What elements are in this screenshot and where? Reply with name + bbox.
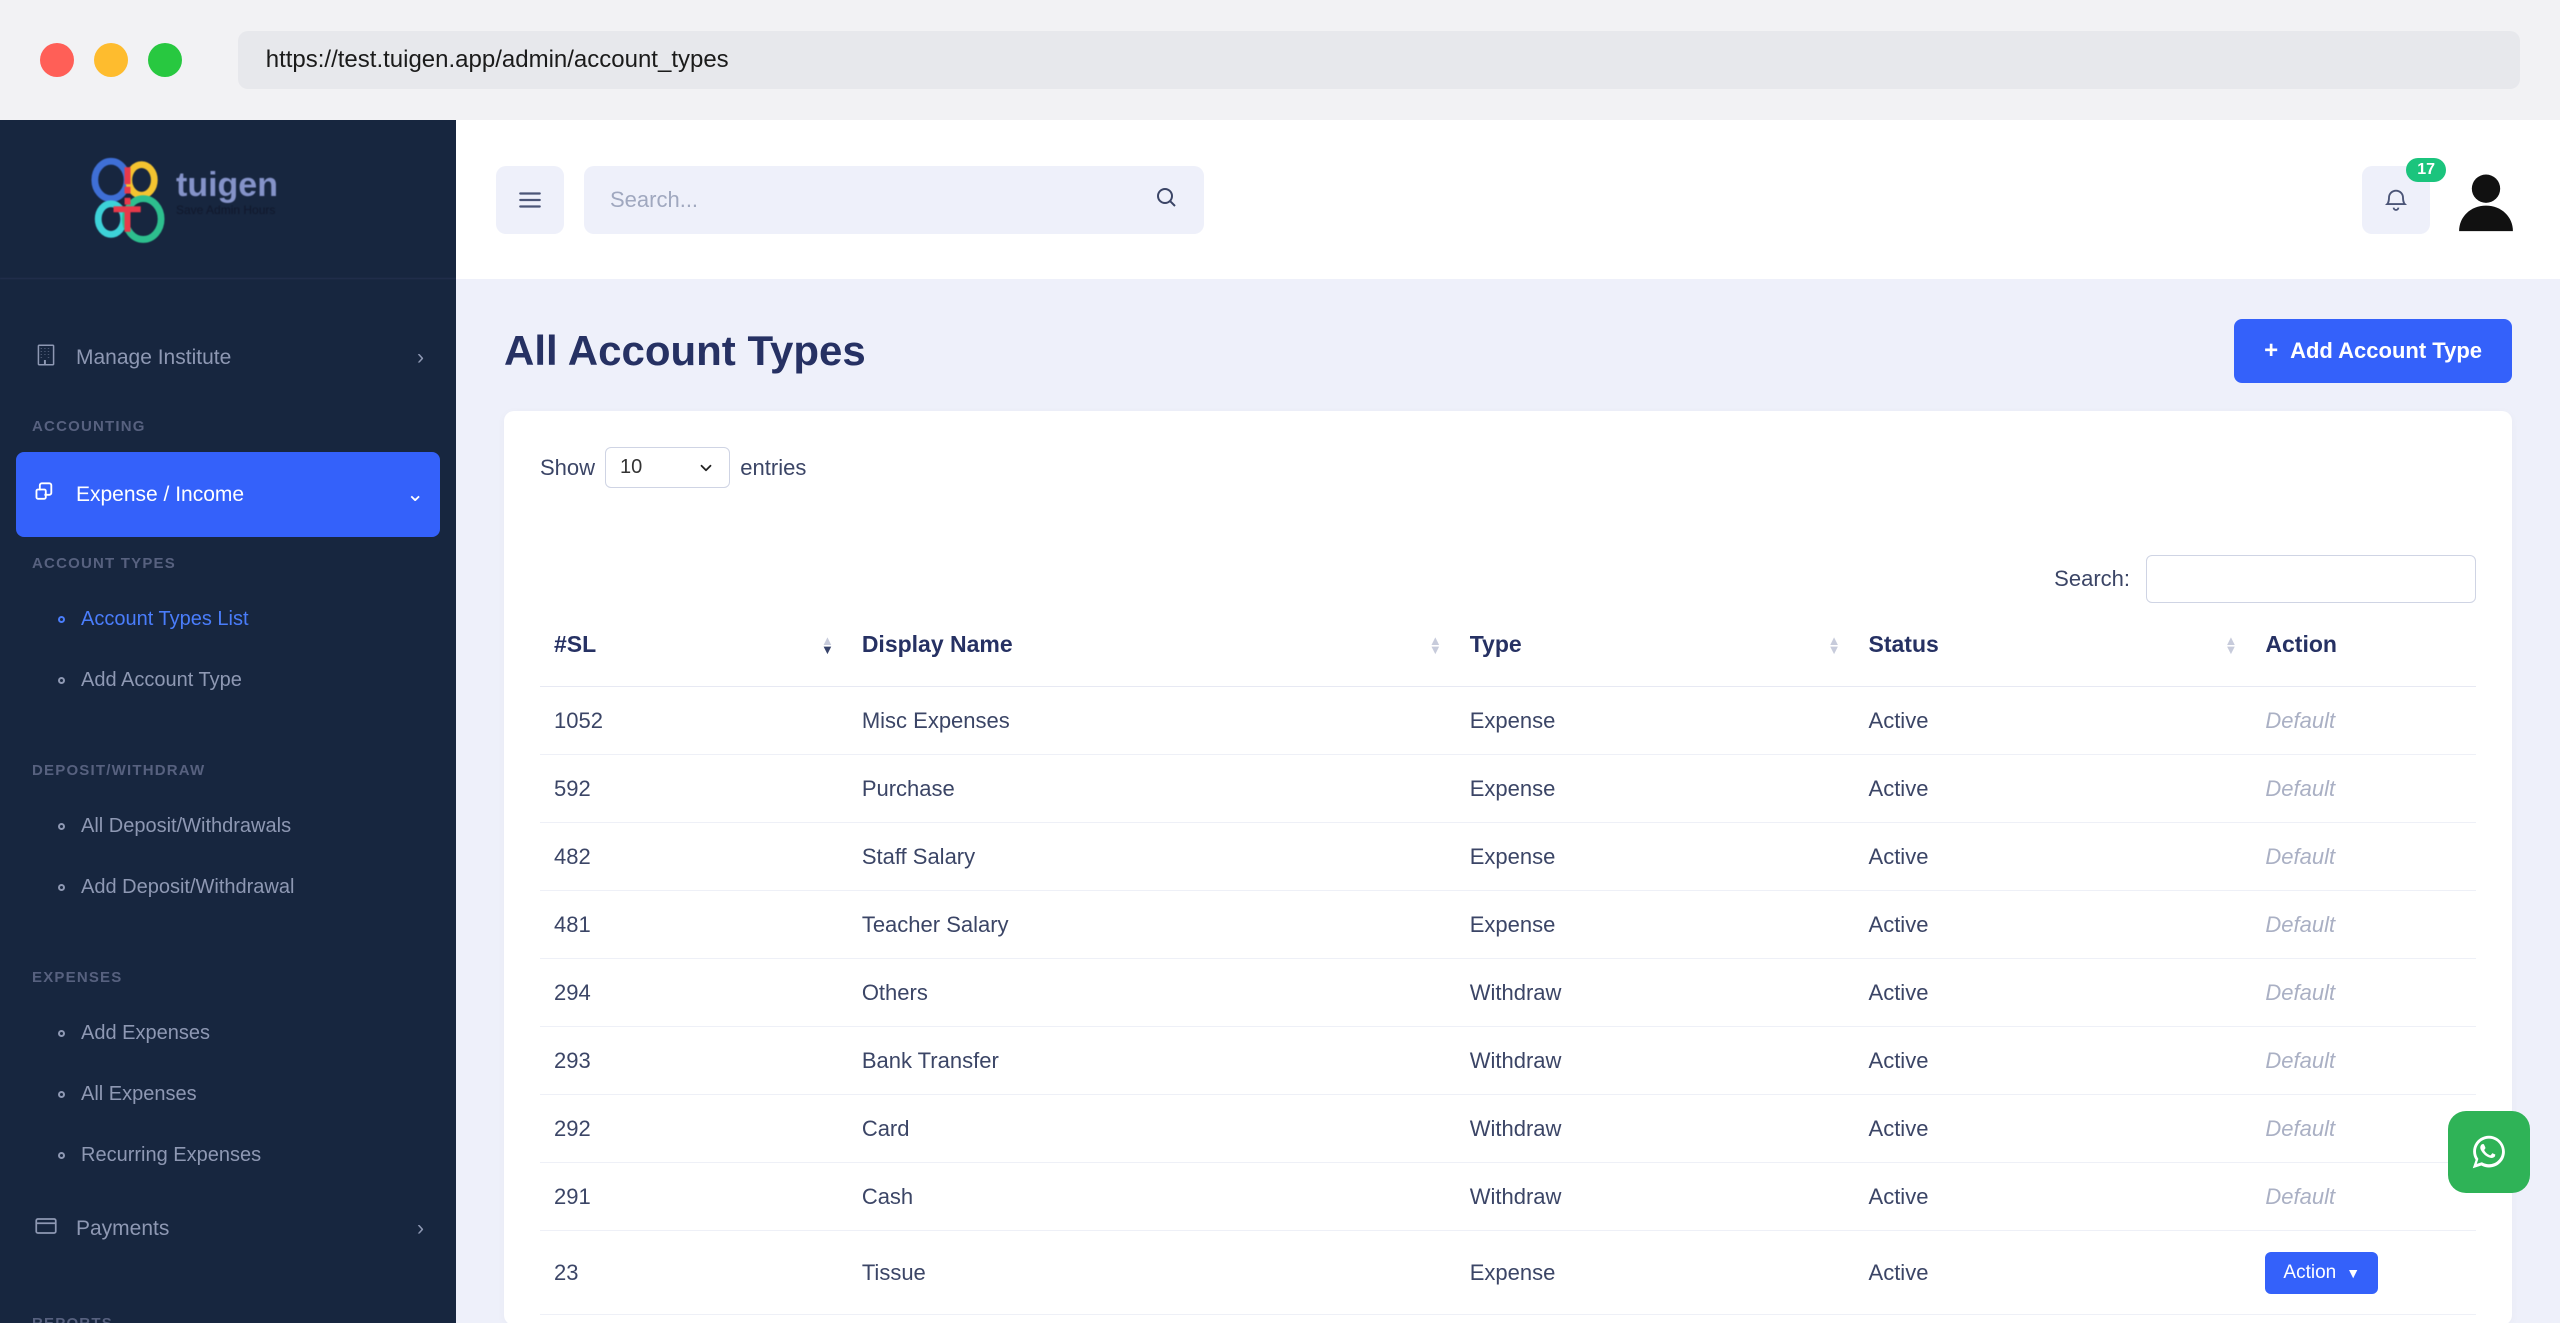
svg-text:tuigen: tuigen: [176, 166, 278, 204]
svg-text:Save Admin Hours: Save Admin Hours: [176, 203, 275, 217]
